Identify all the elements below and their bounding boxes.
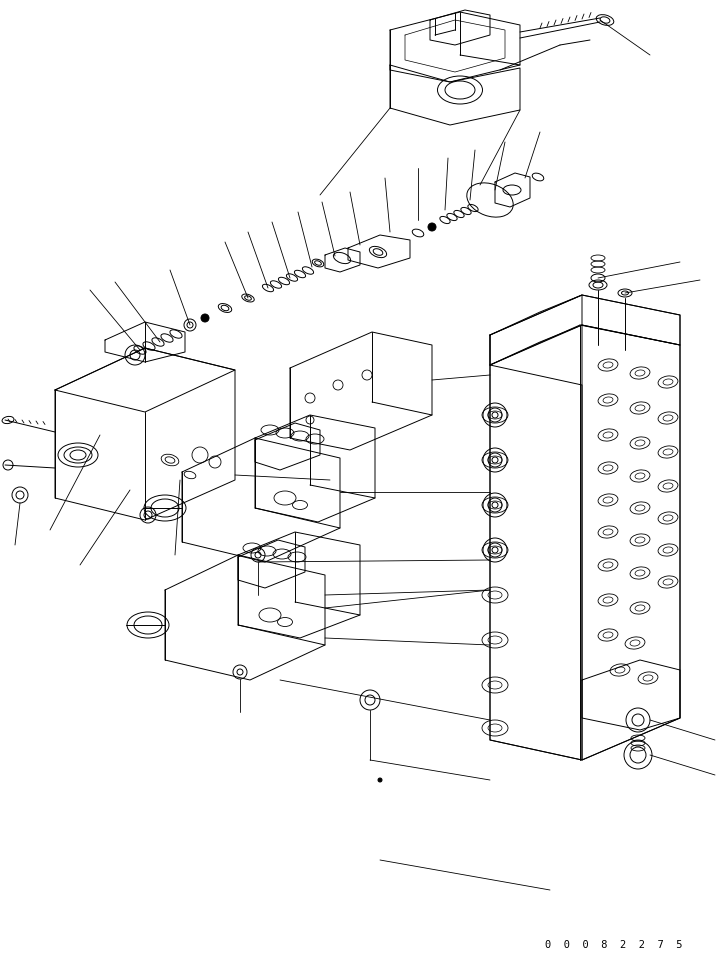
Circle shape: [428, 223, 436, 231]
Circle shape: [378, 778, 382, 782]
Circle shape: [201, 314, 209, 322]
Text: 0  0  0  8  2  2  7  5: 0 0 0 8 2 2 7 5: [545, 940, 683, 950]
